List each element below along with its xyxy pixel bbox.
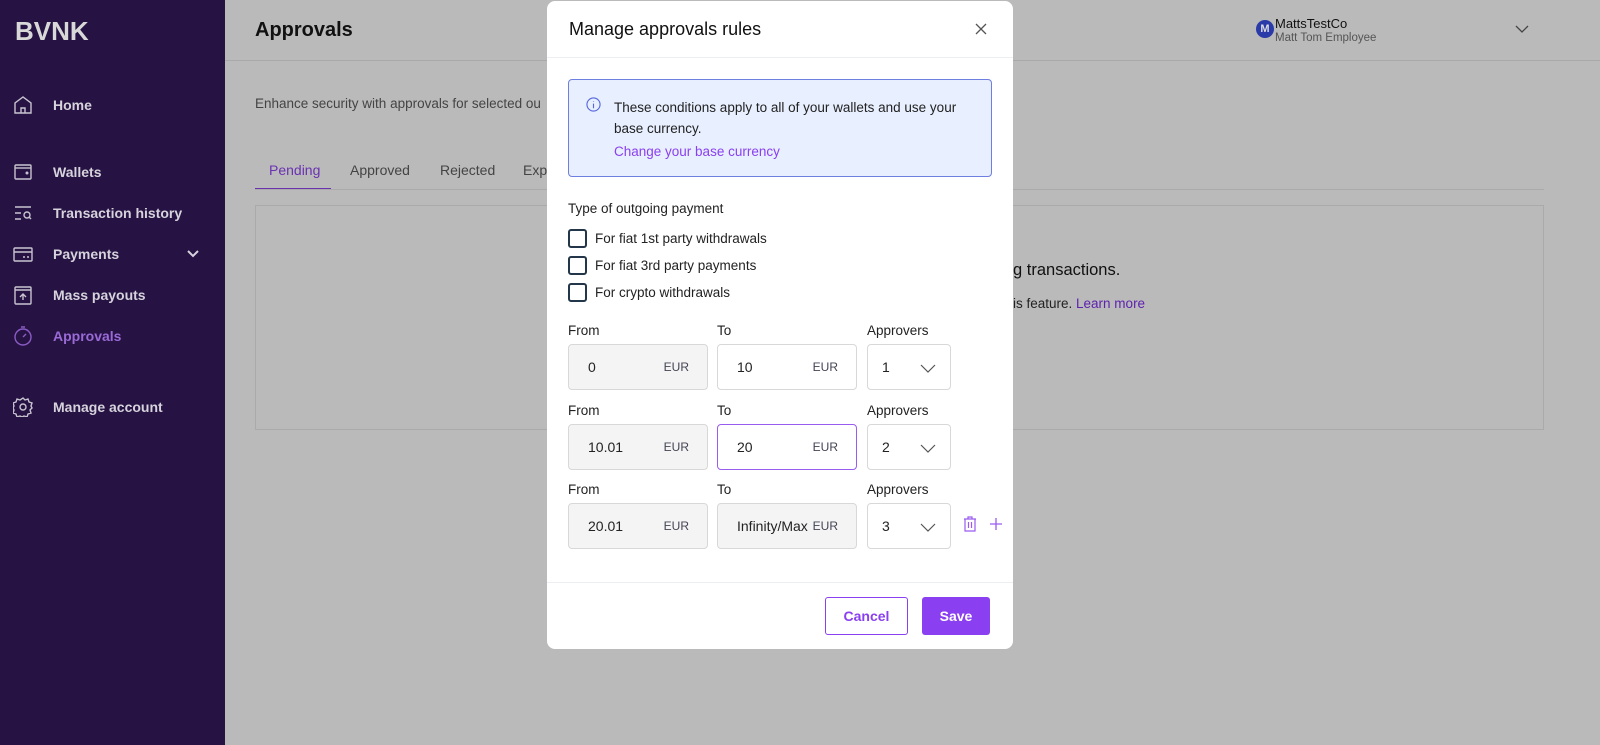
from-value: 20.01 bbox=[588, 518, 624, 534]
account-name[interactable]: MattsTestCo bbox=[1275, 16, 1348, 31]
list-search-icon bbox=[15, 206, 32, 220]
from-label: From bbox=[568, 482, 600, 497]
info-icon bbox=[586, 97, 601, 112]
close-icon[interactable] bbox=[975, 23, 987, 35]
sidebar-item-manage-account[interactable]: Manage account bbox=[0, 389, 225, 425]
chevron-down-icon bbox=[920, 523, 936, 532]
currency-label: EUR bbox=[663, 440, 689, 454]
checkbox[interactable] bbox=[568, 229, 587, 248]
sidebar-item-home[interactable]: Home bbox=[0, 87, 225, 123]
approvers-value: 1 bbox=[882, 359, 890, 375]
to-value: 10 bbox=[737, 359, 753, 375]
sidebar-item-label: Wallets bbox=[53, 164, 102, 180]
checkbox[interactable] bbox=[568, 283, 587, 302]
to-label: To bbox=[717, 323, 732, 338]
approvers-label: Approvers bbox=[867, 482, 929, 497]
to-value: 20 bbox=[737, 439, 753, 455]
change-base-currency-link[interactable]: Change your base currency bbox=[614, 144, 780, 159]
from-input[interactable]: 10.01 EUR bbox=[568, 424, 708, 470]
sidebar-item-label: Mass payouts bbox=[53, 287, 146, 303]
approvers-label: Approvers bbox=[867, 323, 929, 338]
currency-label: EUR bbox=[663, 360, 689, 374]
chevron-down-icon bbox=[920, 444, 936, 453]
checkbox-label: For fiat 1st party withdrawals bbox=[595, 231, 767, 246]
sidebar-item-approvals[interactable]: Approvals bbox=[0, 318, 225, 354]
sidebar-item-payments[interactable]: Payments bbox=[0, 236, 225, 272]
sidebar-item-label: Home bbox=[53, 97, 92, 113]
to-input[interactable]: 20 EUR bbox=[717, 424, 857, 470]
learn-more-link[interactable]: Learn more bbox=[1076, 296, 1146, 311]
currency-label: EUR bbox=[663, 519, 689, 533]
currency-label: EUR bbox=[812, 360, 838, 374]
checkbox-crypto[interactable]: For crypto withdrawals bbox=[568, 283, 730, 302]
currency-label: EUR bbox=[812, 519, 838, 533]
approvers-label: Approvers bbox=[867, 403, 929, 418]
from-input[interactable]: 0 EUR bbox=[568, 344, 708, 390]
tab-expired[interactable]: Exp bbox=[523, 162, 548, 178]
from-input[interactable]: 20.01 EUR bbox=[568, 503, 708, 549]
checkbox-fiat-1st-party[interactable]: For fiat 1st party withdrawals bbox=[568, 229, 767, 248]
sidebar-item-label: Payments bbox=[53, 246, 120, 262]
account-user: Matt Tom Employee bbox=[1275, 32, 1377, 44]
header-divider bbox=[547, 57, 1013, 58]
tab-rejected[interactable]: Rejected bbox=[440, 162, 496, 178]
to-label: To bbox=[717, 482, 732, 497]
sidebar: BVNK Home Wallets Transaction history Pa… bbox=[0, 0, 225, 745]
from-label: From bbox=[568, 323, 600, 338]
info-banner: These conditions apply to all of your wa… bbox=[568, 79, 992, 177]
manage-approvals-modal: Manage approvals rules These conditions … bbox=[547, 1, 1013, 649]
sidebar-item-label: Manage account bbox=[53, 399, 163, 415]
approvers-value: 3 bbox=[882, 518, 890, 534]
from-value: 10.01 bbox=[588, 439, 624, 455]
sidebar-item-wallets[interactable]: Wallets bbox=[0, 154, 225, 190]
sidebar-item-transaction-history[interactable]: Transaction history bbox=[0, 195, 225, 231]
to-input[interactable]: Infinity/Max EUR bbox=[717, 503, 857, 549]
empty-state-text: is feature. bbox=[1013, 296, 1077, 311]
footer-divider bbox=[547, 582, 1013, 583]
upload-box-icon bbox=[14, 286, 32, 305]
from-label: From bbox=[568, 403, 600, 418]
chevron-down-icon bbox=[920, 364, 936, 373]
stopwatch-icon bbox=[14, 326, 32, 346]
sidebar-item-label: Transaction history bbox=[53, 205, 183, 221]
currency-label: EUR bbox=[812, 440, 838, 454]
from-value: 0 bbox=[588, 359, 596, 375]
approvers-select[interactable]: 1 bbox=[867, 344, 951, 390]
info-text: These conditions apply to all of your wa… bbox=[614, 100, 957, 136]
empty-state-title: g transactions. bbox=[1013, 261, 1121, 279]
to-label: To bbox=[717, 403, 732, 418]
tab-pending[interactable]: Pending bbox=[269, 162, 321, 178]
trash-icon[interactable] bbox=[963, 516, 977, 532]
checkbox-label: For fiat 3rd party payments bbox=[595, 258, 757, 273]
payment-type-label: Type of outgoing payment bbox=[568, 201, 724, 216]
to-value: Infinity/Max bbox=[737, 518, 808, 534]
page-description: Enhance security with approvals for sele… bbox=[255, 96, 541, 111]
approvers-select[interactable]: 2 bbox=[867, 424, 951, 470]
sidebar-item-mass-payouts[interactable]: Mass payouts bbox=[0, 277, 225, 313]
modal-title: Manage approvals rules bbox=[569, 19, 762, 39]
page-title: Approvals bbox=[255, 19, 353, 41]
sidebar-item-label: Approvals bbox=[53, 328, 122, 344]
to-input[interactable]: 10 EUR bbox=[717, 344, 857, 390]
save-button[interactable]: Save bbox=[922, 597, 990, 635]
brand-logo: BVNK bbox=[15, 16, 89, 46]
checkbox-fiat-3rd-party[interactable]: For fiat 3rd party payments bbox=[568, 256, 756, 275]
tab-approved[interactable]: Approved bbox=[350, 162, 410, 178]
gear-icon bbox=[13, 397, 33, 417]
checkbox[interactable] bbox=[568, 256, 587, 275]
approvers-value: 2 bbox=[882, 439, 890, 455]
account-menu-chevron-icon[interactable] bbox=[1514, 24, 1530, 34]
wallet-icon bbox=[14, 164, 32, 180]
avatar: M bbox=[1256, 20, 1274, 38]
approvers-select[interactable]: 3 bbox=[867, 503, 951, 549]
home-icon bbox=[14, 96, 32, 114]
checkbox-label: For crypto withdrawals bbox=[595, 285, 731, 300]
plus-icon[interactable] bbox=[989, 517, 1003, 531]
cancel-button[interactable]: Cancel bbox=[825, 597, 908, 635]
card-icon bbox=[13, 247, 33, 262]
chevron-down-icon bbox=[187, 250, 199, 258]
